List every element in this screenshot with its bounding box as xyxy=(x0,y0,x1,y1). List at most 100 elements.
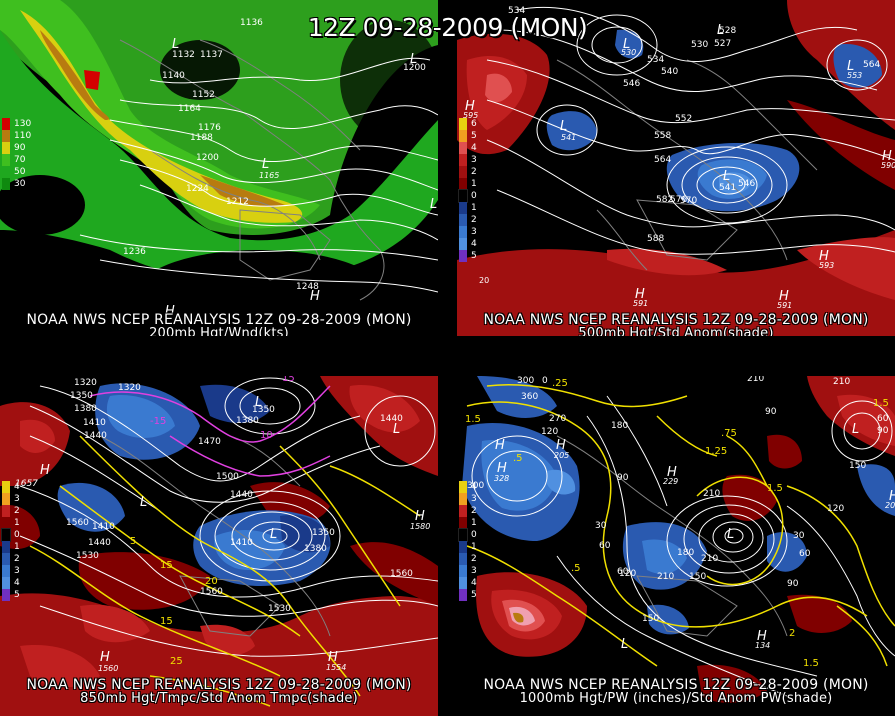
legend-label: 50 xyxy=(14,167,26,177)
svg-text:1.25: 1.25 xyxy=(705,446,727,457)
svg-text:1164: 1164 xyxy=(178,104,201,114)
legend-label: 3 xyxy=(471,566,477,576)
legend-label: 2 xyxy=(14,506,20,516)
svg-text:270: 270 xyxy=(549,414,566,424)
legend-label: 0 xyxy=(471,191,477,201)
legend-label: 90 xyxy=(14,143,26,153)
svg-text:540: 540 xyxy=(661,67,678,77)
legend-swatch: 4 xyxy=(459,142,477,154)
svg-text:1410: 1410 xyxy=(83,418,106,428)
legend-swatch: 1 xyxy=(459,541,477,553)
svg-text:1320: 1320 xyxy=(118,383,141,393)
svg-text:593: 593 xyxy=(819,261,834,270)
map-850mb: 1320 1350 1380 1410 1440 1320 1470 1500 … xyxy=(0,376,438,716)
svg-text:210: 210 xyxy=(701,554,718,564)
svg-text:H: H xyxy=(40,463,50,478)
legend-swatch: 2 xyxy=(459,505,477,517)
legend-swatch: 5 xyxy=(459,250,477,262)
legend-label: 4 xyxy=(471,482,477,492)
panel-1000mb-line2: 1000mb Hgt/PW (inches)/Std Anom PW(shade… xyxy=(519,691,833,706)
legend-label: 5 xyxy=(471,251,477,261)
legend-swatch: 2 xyxy=(459,166,477,178)
legend-swatch: 4 xyxy=(2,577,20,589)
svg-text:H: H xyxy=(495,438,505,453)
svg-text:L: L xyxy=(140,495,147,510)
svg-text:576: 576 xyxy=(670,195,687,205)
svg-text:1236: 1236 xyxy=(123,247,146,257)
svg-text:1380: 1380 xyxy=(236,416,259,426)
svg-text:1530: 1530 xyxy=(268,604,291,614)
svg-text:150: 150 xyxy=(642,614,659,624)
svg-text:90: 90 xyxy=(617,473,629,483)
svg-text:553: 553 xyxy=(847,71,862,80)
svg-text:90: 90 xyxy=(877,426,889,436)
panel-500mb-line1: NOAA NWS NCEP REANALYSIS 12Z 09-28-2009 … xyxy=(483,312,869,328)
legend-label: 4 xyxy=(14,578,20,588)
panel-1000mb-title: NOAA NWS NCEP REANALYSIS 12Z 09-28-2009 … xyxy=(457,678,895,706)
legend-swatch: 2 xyxy=(2,505,20,517)
svg-text:90: 90 xyxy=(787,579,799,589)
legend-swatch: 1 xyxy=(2,541,20,553)
svg-text:L: L xyxy=(560,119,567,134)
svg-text:L: L xyxy=(255,395,262,410)
legend-label: 1 xyxy=(471,203,477,213)
legend-label: 0 xyxy=(471,530,477,540)
svg-text:210: 210 xyxy=(747,376,764,384)
legend-swatch: 110 xyxy=(2,130,31,142)
svg-text:1.5: 1.5 xyxy=(873,398,889,409)
svg-text:20: 20 xyxy=(205,576,218,587)
svg-text:1.5: 1.5 xyxy=(803,658,819,669)
panel-1000mb: 300 0 360 270 120 300 90 180 210 180 210… xyxy=(457,376,895,716)
legend-swatch: 1 xyxy=(459,178,477,190)
panel-200mb: 1140 1152 1164 1176 1188 1200 1212 1224 … xyxy=(0,0,438,336)
svg-text:1176: 1176 xyxy=(198,123,221,133)
legend-label: 1 xyxy=(471,542,477,552)
svg-text:H: H xyxy=(328,650,338,665)
svg-text:527: 527 xyxy=(714,39,731,49)
svg-text:H: H xyxy=(882,149,892,164)
svg-text:H: H xyxy=(556,438,566,453)
legend-swatch: 0 xyxy=(1,528,20,542)
legend-swatch: 4 xyxy=(459,577,477,589)
svg-text:564: 564 xyxy=(863,60,880,70)
svg-text:210: 210 xyxy=(657,572,674,582)
svg-text:1188: 1188 xyxy=(190,133,213,143)
svg-text:570: 570 xyxy=(680,196,697,206)
legend-swatch: 1 xyxy=(459,202,477,214)
svg-text:590: 590 xyxy=(881,161,895,170)
panel-500mb-title: NOAA NWS NCEP REANALYSIS 12Z 09-28-2009 … xyxy=(457,313,895,336)
svg-text:588: 588 xyxy=(647,234,664,244)
legend-swatch: 0 xyxy=(458,528,477,542)
legend-label: 1 xyxy=(471,518,477,528)
map-500mb: 534 534 540 546 552 558 564 570 576 582 … xyxy=(457,0,895,336)
legend-swatch: 30 xyxy=(2,178,25,190)
legend-swatch: 3 xyxy=(459,493,477,505)
svg-text:2: 2 xyxy=(789,628,795,639)
svg-text:1224: 1224 xyxy=(186,184,209,194)
svg-text:300: 300 xyxy=(517,376,534,386)
svg-text:H: H xyxy=(889,489,895,504)
main-title: 12Z 09-28-2009 (MON) xyxy=(307,13,588,42)
svg-text:L: L xyxy=(847,59,854,74)
svg-text:546: 546 xyxy=(738,179,755,189)
svg-text:L: L xyxy=(621,637,628,652)
legend-swatch: 130 xyxy=(2,118,31,130)
svg-text:541: 541 xyxy=(719,183,736,193)
legend-swatch: 3 xyxy=(2,565,20,577)
svg-text:20: 20 xyxy=(479,276,489,285)
svg-text:L: L xyxy=(430,197,437,212)
legend-label: 4 xyxy=(14,482,20,492)
legend-swatch: 2 xyxy=(459,214,477,226)
legend-200mb: 130 110 90 70 50 30 xyxy=(2,118,31,190)
svg-text:1137: 1137 xyxy=(200,50,223,60)
svg-text:H: H xyxy=(415,509,425,524)
panel-850mb-line2: 850mb Hgt/Tmpc/Std Anom Tmpc(shade) xyxy=(80,691,358,706)
legend-label: 2 xyxy=(471,554,477,564)
svg-text:1136: 1136 xyxy=(240,18,263,28)
legend-label: 1 xyxy=(471,179,477,189)
legend-label: 5 xyxy=(471,590,477,600)
legend-label: 3 xyxy=(14,566,20,576)
map-1000mb: 300 0 360 270 120 300 90 180 210 180 210… xyxy=(462,376,895,703)
legend-label: 30 xyxy=(14,179,26,189)
panel-850mb-line1: NOAA NWS NCEP REANALYSIS 12Z 09-28-2009 … xyxy=(26,677,412,693)
